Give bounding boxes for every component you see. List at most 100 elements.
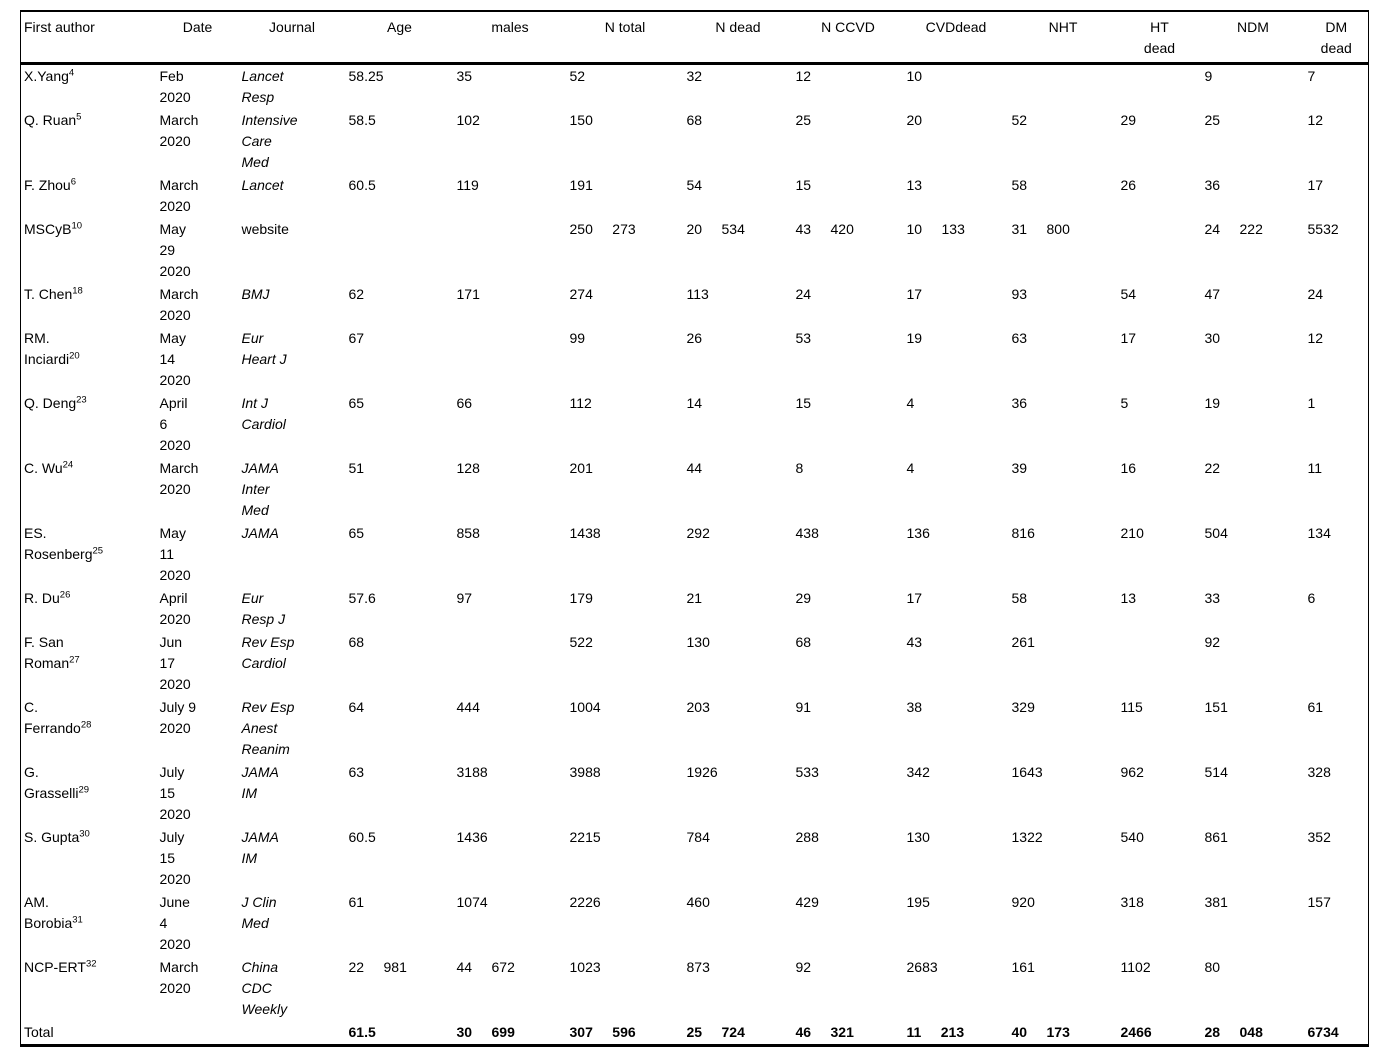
author-name: Q. Ruan (24, 112, 77, 128)
cell-males (454, 327, 567, 392)
cell-ndm: 381 (1204, 894, 1228, 910)
cell-ndm: 861 (1204, 829, 1228, 845)
cell-n-ccvd: 429 (795, 894, 819, 910)
cell-journal: Intensive Care Med (241, 112, 298, 170)
cell-ndm: 9 (1204, 68, 1213, 84)
cell-cvd-dead: 195 (906, 894, 930, 910)
total-cell-dm-dead: 6734 (1307, 1024, 1339, 1040)
cell-journal: Eur Resp J (241, 590, 286, 627)
cell-ndm: 514 (1204, 764, 1228, 780)
cell-age: 60.5 (348, 177, 376, 193)
total-row: Total 61.5 30 699 307 596 25 724 46 321 … (21, 1021, 1369, 1046)
total-cell-n-dead: 25 724 (686, 1024, 745, 1040)
cell-ndm: 47 (1204, 286, 1221, 302)
table-header: First author Date Journal Age males N to… (20, 11, 1369, 65)
cell-n-total: 2215 (569, 829, 601, 845)
cell-n-dead: 32 (686, 68, 703, 84)
cell-first-author: AM. Borobia31 (21, 891, 157, 956)
cell-n-dead: 44 (686, 460, 703, 476)
cell-nht: 161 (1011, 959, 1035, 975)
cell-first-author: C. Wu24 (21, 457, 157, 522)
cell-age: 58.5 (348, 112, 376, 128)
reference-number: 24 (62, 459, 74, 471)
author-name: X.Yang (24, 68, 69, 84)
cell-journal: JAMA IM (241, 764, 279, 801)
cell-males: 858 (456, 525, 480, 541)
cell-n-total: 2226 (569, 894, 601, 910)
cell-ndm: 22 (1204, 460, 1221, 476)
author-name: NCP-ERT (24, 959, 86, 975)
cell-n-ccvd: 438 (795, 525, 819, 541)
reference-number: 30 (79, 828, 90, 840)
column-header-ndm: NDM (1201, 11, 1305, 65)
reference-number: 28 (80, 719, 92, 731)
cell-cvd-dead: 4 (906, 395, 915, 411)
cell-age: 63 (348, 764, 365, 780)
author-name: C. Wu (24, 460, 63, 476)
total-cell-ndm: 28 048 (1204, 1024, 1263, 1040)
cell-date: March 2020 (159, 959, 199, 996)
cell-nht: 93 (1011, 286, 1028, 302)
author-name: F. San Roman (24, 634, 70, 671)
column-header-ht-dead: HT dead (1117, 11, 1202, 65)
reference-number: 31 (72, 914, 83, 926)
reference-number: 5 (76, 111, 82, 123)
author-name: C. Ferrando (24, 699, 81, 736)
cell-dm-dead: 1 (1307, 395, 1316, 411)
cell-journal: Int J Cardiol (241, 395, 286, 432)
cell-n-dead: 21 (686, 590, 703, 606)
column-header-age: Age (345, 11, 454, 65)
total-cell-males: 30 699 (456, 1024, 515, 1040)
cell-nht: 261 (1011, 634, 1035, 650)
cell-journal: Rev Esp Cardiol (241, 634, 295, 671)
cell-dm-dead: 17 (1307, 177, 1324, 193)
cell-date: July 15 2020 (159, 764, 191, 822)
cell-ht-dead: 1102 (1120, 959, 1151, 975)
cell-age: 22 981 (348, 959, 407, 975)
cell-nht: 39 (1011, 460, 1028, 476)
cell-cvd-dead: 4 (906, 460, 915, 476)
cell-first-author: NCP-ERT32 (21, 956, 157, 1021)
cell-n-dead: 20 534 (686, 221, 745, 237)
column-header-n-total: N total (566, 11, 684, 65)
cell-n-ccvd: 91 (795, 699, 812, 715)
reference-number: 26 (59, 589, 71, 601)
table-row: C. Wu24 March 2020 JAMA Inter Med 51 128… (21, 457, 1369, 522)
cell-n-dead: 873 (686, 959, 710, 975)
cell-date: April 6 2020 (159, 395, 191, 453)
cell-ht-dead: 540 (1120, 829, 1144, 845)
column-header-cvd-dead: CVDdead (903, 11, 1009, 65)
cell-ht-dead: 13 (1120, 590, 1137, 606)
cell-n-ccvd: 15 (795, 395, 812, 411)
cell-journal: Lancet Resp (241, 68, 284, 105)
cell-nht: 1322 (1011, 829, 1043, 845)
cell-dm-dead: 352 (1307, 829, 1331, 845)
cell-ht-dead (1118, 64, 1202, 110)
cell-n-ccvd: 24 (795, 286, 812, 302)
cell-date: July 9 2020 (159, 699, 197, 736)
cell-date: March 2020 (159, 286, 199, 323)
cell-ht-dead: 54 (1120, 286, 1137, 302)
cell-cvd-dead: 17 (906, 286, 923, 302)
cell-nht: 31 800 (1011, 221, 1070, 237)
cell-n-dead: 130 (686, 634, 710, 650)
reference-number: 6 (70, 176, 76, 188)
cell-n-total: 191 (569, 177, 593, 193)
author-name: AM. Borobia (24, 894, 73, 931)
cell-dm-dead: 328 (1307, 764, 1331, 780)
total-label: Total (24, 1024, 54, 1040)
cell-cvd-dead: 10 133 (906, 221, 965, 237)
cell-dm-dead (1305, 956, 1369, 1021)
cell-journal: Lancet (241, 177, 284, 193)
cell-n-total: 52 (569, 68, 586, 84)
cell-dm-dead: 5532 (1307, 221, 1339, 237)
column-header-n-dead: N dead (683, 11, 793, 65)
cell-n-total: 1023 (569, 959, 601, 975)
cell-first-author: C. Ferrando28 (21, 696, 157, 761)
cell-age: 61 (348, 894, 365, 910)
cell-n-dead: 68 (686, 112, 703, 128)
reference-number: 32 (85, 958, 97, 970)
cell-age: 68 (348, 634, 365, 650)
cell-n-total: 150 (569, 112, 593, 128)
